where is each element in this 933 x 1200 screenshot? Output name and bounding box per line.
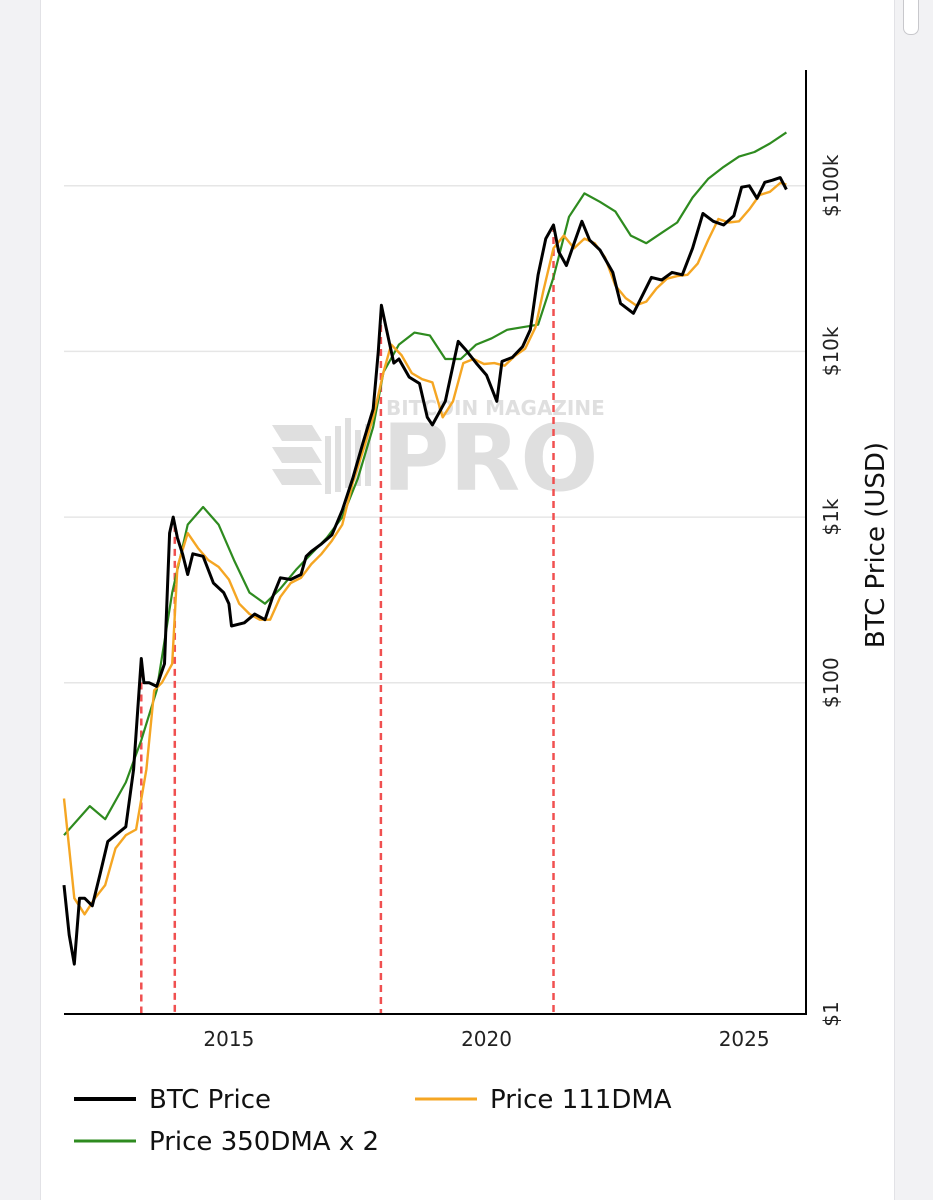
legend-label: BTC Price [149, 1085, 271, 1115]
y-tick-label: $100k [819, 154, 843, 217]
watermark: BITCOIN MAGAZINE PRO [272, 396, 605, 512]
y-tick-label: $1k [819, 498, 843, 535]
x-tick-label: 2020 [461, 1027, 512, 1051]
chart-card [40, 0, 895, 1200]
dma350x2-line [63, 131, 788, 836]
btc-price-line [62, 176, 788, 966]
y-tick-label: $10k [819, 326, 843, 376]
x-tick-label: 2015 [203, 1027, 254, 1051]
watermark-main-text: PRO [382, 405, 598, 512]
dma111-line [62, 181, 787, 916]
scroll-tab[interactable] [903, 0, 919, 35]
tick-labels: $1 $100 $1k $10k $100k 2015 2020 2025 [203, 154, 843, 1051]
series-layer [62, 131, 788, 966]
legend: BTC Price Price 111DMA Price 350DMA x 2 [74, 1085, 672, 1157]
y-axis-title: BTC Price (USD) [861, 442, 891, 648]
x-tick-label: 2025 [719, 1027, 770, 1051]
gridlines [64, 185, 806, 684]
y-tick-label: $1 [819, 1001, 843, 1026]
axes [64, 70, 807, 1015]
cycle-peak-lines [140, 224, 555, 1014]
y-tick-label: $100 [819, 657, 843, 708]
legend-label: Price 350DMA x 2 [149, 1127, 379, 1157]
legend-label: Price 111DMA [490, 1085, 672, 1115]
